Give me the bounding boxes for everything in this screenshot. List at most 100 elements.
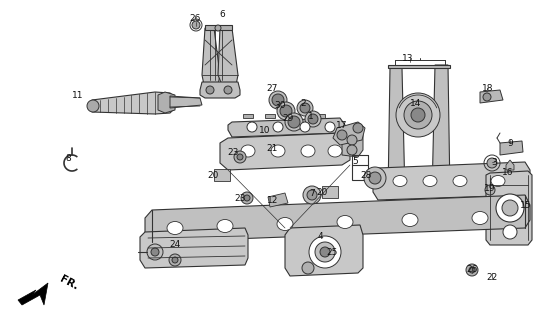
Circle shape — [307, 190, 317, 200]
Circle shape — [169, 254, 181, 266]
Text: 19: 19 — [484, 183, 495, 193]
Circle shape — [466, 264, 478, 276]
Text: 4: 4 — [317, 231, 323, 241]
Text: 23: 23 — [228, 148, 239, 156]
Text: 27: 27 — [266, 84, 278, 92]
Text: 17: 17 — [336, 121, 348, 130]
Text: 16: 16 — [502, 167, 514, 177]
FancyBboxPatch shape — [214, 169, 230, 181]
Circle shape — [309, 236, 341, 268]
Polygon shape — [315, 114, 325, 118]
Text: 14: 14 — [410, 99, 422, 108]
Circle shape — [297, 100, 313, 116]
Circle shape — [502, 200, 518, 216]
Polygon shape — [480, 90, 503, 103]
Circle shape — [277, 102, 295, 120]
Circle shape — [469, 267, 475, 273]
Circle shape — [300, 122, 310, 132]
Polygon shape — [200, 82, 240, 98]
Text: 2: 2 — [300, 99, 306, 108]
Text: 22: 22 — [486, 274, 498, 283]
Circle shape — [411, 108, 425, 122]
Polygon shape — [170, 96, 202, 108]
Text: 25: 25 — [327, 247, 338, 257]
Circle shape — [396, 93, 440, 137]
Circle shape — [503, 225, 517, 239]
Circle shape — [206, 86, 214, 94]
Text: 20: 20 — [207, 171, 218, 180]
Text: 26: 26 — [466, 266, 478, 275]
Text: 11: 11 — [72, 91, 84, 100]
Circle shape — [305, 111, 321, 127]
Text: 18: 18 — [482, 84, 494, 92]
Circle shape — [325, 122, 335, 132]
Circle shape — [272, 94, 284, 106]
Circle shape — [483, 93, 491, 101]
Text: 29: 29 — [282, 114, 294, 123]
Circle shape — [147, 244, 163, 260]
Circle shape — [244, 195, 250, 201]
Text: 9: 9 — [507, 139, 513, 148]
Text: 8: 8 — [65, 154, 71, 163]
Circle shape — [302, 262, 314, 274]
Text: 13: 13 — [402, 53, 414, 62]
Text: 1: 1 — [308, 111, 314, 121]
Ellipse shape — [402, 213, 418, 227]
Ellipse shape — [337, 215, 353, 228]
Text: FR.: FR. — [58, 274, 80, 292]
Polygon shape — [265, 114, 275, 118]
Polygon shape — [386, 190, 412, 205]
Text: 7: 7 — [309, 188, 315, 197]
FancyBboxPatch shape — [322, 186, 338, 198]
Ellipse shape — [472, 212, 488, 225]
Polygon shape — [388, 68, 405, 195]
Polygon shape — [333, 122, 365, 145]
Text: 30: 30 — [274, 100, 286, 109]
Ellipse shape — [328, 145, 342, 157]
Ellipse shape — [393, 175, 407, 187]
Text: 23: 23 — [235, 194, 246, 203]
Circle shape — [308, 114, 318, 124]
Text: 12: 12 — [267, 196, 279, 204]
Polygon shape — [92, 92, 175, 114]
Circle shape — [369, 172, 381, 184]
Circle shape — [303, 186, 321, 204]
Polygon shape — [432, 65, 450, 195]
Circle shape — [192, 21, 200, 29]
Ellipse shape — [423, 175, 437, 187]
Polygon shape — [500, 141, 523, 155]
Text: 10: 10 — [259, 125, 271, 134]
Polygon shape — [506, 160, 514, 170]
Ellipse shape — [491, 175, 505, 187]
Circle shape — [485, 185, 495, 195]
Text: 20: 20 — [316, 188, 328, 196]
Polygon shape — [218, 28, 238, 85]
Text: 24: 24 — [169, 239, 181, 249]
Ellipse shape — [453, 175, 467, 187]
Text: 26: 26 — [189, 13, 201, 22]
Circle shape — [404, 101, 432, 129]
Circle shape — [280, 105, 292, 117]
Circle shape — [234, 151, 246, 163]
Circle shape — [241, 192, 253, 204]
Polygon shape — [228, 118, 345, 137]
Polygon shape — [373, 162, 530, 200]
Circle shape — [237, 154, 243, 160]
Polygon shape — [220, 133, 350, 170]
Polygon shape — [205, 25, 232, 30]
Polygon shape — [202, 28, 220, 85]
Circle shape — [487, 158, 497, 168]
Polygon shape — [285, 225, 363, 276]
Circle shape — [347, 145, 357, 155]
Circle shape — [224, 86, 232, 94]
Text: 15: 15 — [520, 201, 532, 210]
Ellipse shape — [301, 145, 315, 157]
Polygon shape — [140, 228, 248, 268]
Ellipse shape — [241, 145, 255, 157]
Polygon shape — [243, 114, 253, 118]
Ellipse shape — [167, 221, 183, 235]
Polygon shape — [290, 114, 300, 118]
Circle shape — [315, 242, 335, 262]
Polygon shape — [388, 65, 450, 68]
Polygon shape — [486, 171, 532, 245]
